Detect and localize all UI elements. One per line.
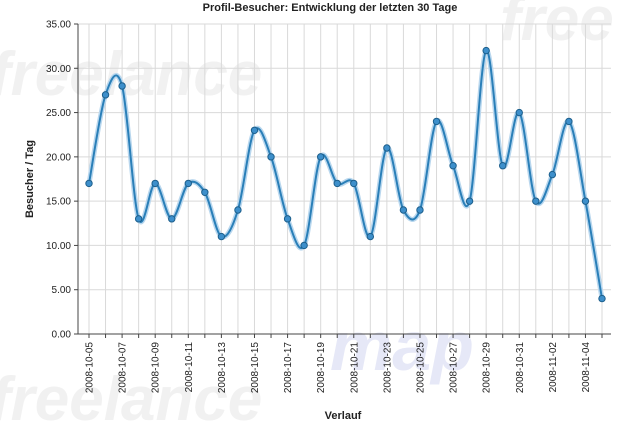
data-point bbox=[300, 241, 308, 250]
x-tick-label: 2008-10-17 bbox=[283, 342, 294, 394]
x-tick-label: 2008-10-11 bbox=[184, 342, 195, 393]
data-point bbox=[366, 232, 375, 241]
x-tick-label: 2008-11-04 bbox=[581, 342, 592, 393]
data-point bbox=[515, 108, 523, 117]
watermark-text: freelance bbox=[0, 365, 262, 423]
x-tick-label: 2008-11-02 bbox=[548, 342, 559, 393]
data-point bbox=[201, 188, 209, 196]
y-tick-label: 35.00 bbox=[46, 20, 71, 31]
x-tick-label: 2008-10-09 bbox=[151, 342, 162, 394]
data-point bbox=[449, 162, 457, 170]
y-tick-label: 15.00 bbox=[46, 197, 71, 208]
data-point bbox=[532, 197, 540, 205]
data-point bbox=[168, 215, 176, 223]
x-tick-label: 2008-10-23 bbox=[382, 342, 393, 394]
data-point bbox=[482, 46, 490, 55]
x-tick-label: 2008-10-19 bbox=[316, 342, 327, 394]
data-point bbox=[217, 232, 226, 241]
y-tick-label: 5.00 bbox=[52, 285, 72, 296]
data-point bbox=[101, 91, 110, 99]
y-tick-label: 30.00 bbox=[46, 64, 71, 75]
x-tick-label: 2008-10-31 bbox=[515, 342, 526, 394]
data-point bbox=[134, 215, 143, 223]
data-point bbox=[598, 294, 606, 303]
data-point bbox=[283, 215, 292, 223]
x-tick-label: 2008-10-07 bbox=[118, 342, 129, 394]
data-point bbox=[465, 197, 474, 205]
data-point bbox=[184, 179, 192, 188]
x-tick-label: 2008-10-25 bbox=[415, 342, 426, 394]
data-point bbox=[581, 197, 590, 205]
x-tick-label: 2008-10-21 bbox=[349, 342, 360, 394]
x-tick-label: 2008-10-05 bbox=[85, 342, 96, 394]
x-tick-label: 2008-10-29 bbox=[482, 342, 493, 394]
data-point bbox=[399, 206, 408, 214]
x-tick-label: 2008-10-27 bbox=[449, 342, 460, 394]
data-point bbox=[350, 179, 358, 188]
data-point bbox=[85, 179, 93, 188]
y-tick-label: 25.00 bbox=[46, 108, 71, 119]
data-point bbox=[333, 179, 341, 188]
data-point bbox=[548, 170, 557, 179]
data-point bbox=[499, 162, 507, 170]
y-tick-label: 10.00 bbox=[46, 241, 71, 252]
y-tick-label: 20.00 bbox=[46, 152, 71, 163]
data-point bbox=[118, 82, 126, 90]
data-point bbox=[565, 117, 573, 126]
data-point bbox=[416, 206, 424, 214]
data-point bbox=[234, 206, 242, 214]
watermark-text: free bbox=[500, 0, 614, 54]
data-point bbox=[316, 153, 325, 161]
y-tick-label: 0.00 bbox=[52, 330, 72, 341]
y-axis-title: Besucher / Tag bbox=[24, 140, 36, 218]
x-axis-title: Verlauf bbox=[325, 410, 362, 422]
data-point bbox=[250, 126, 259, 134]
watermark-text: freelance bbox=[0, 40, 262, 109]
chart-title: Profil-Besucher: Entwicklung der letzten… bbox=[203, 2, 458, 14]
x-tick-label: 2008-10-13 bbox=[217, 342, 228, 394]
data-point bbox=[432, 117, 441, 126]
x-tick-label: 2008-10-15 bbox=[250, 342, 261, 394]
data-point bbox=[383, 144, 391, 152]
data-point bbox=[151, 179, 159, 188]
markers bbox=[85, 46, 606, 303]
data-point bbox=[267, 153, 275, 161]
axes: 0.00 5.00 10.00 15.00 20.00 25.00 30.00 35.00 20… bbox=[46, 20, 611, 394]
